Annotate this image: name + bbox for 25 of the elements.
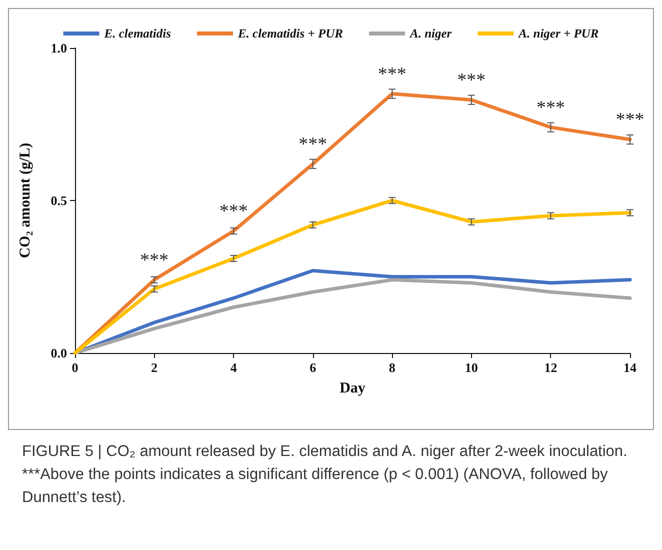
- x-tick-label: 6: [310, 360, 317, 375]
- x-tick-label: 2: [151, 360, 158, 375]
- annotation: ***: [140, 250, 169, 271]
- legend-label: E. clematidis: [103, 26, 172, 40]
- legend-label: E. clematidis + PUR: [236, 26, 343, 40]
- annotation: ***: [457, 70, 486, 91]
- x-tick-label: 10: [464, 360, 478, 375]
- legend-label: A. niger: [408, 26, 452, 40]
- legend-label: A. niger + PUR: [518, 26, 599, 40]
- x-tick-label: 0: [72, 360, 78, 375]
- x-tick-label: 4: [230, 360, 238, 375]
- x-axis-title: Day: [340, 380, 366, 396]
- y-axis-title: CO₂ amount (g/L): [18, 142, 34, 258]
- annotation: ***: [219, 201, 248, 222]
- annotation: ***: [616, 110, 644, 130]
- x-tick-label: 12: [544, 360, 558, 375]
- annotation: ***: [378, 64, 406, 85]
- y-tick-label: 1.0: [50, 40, 67, 56]
- x-tick-label: 8: [388, 360, 396, 375]
- caption: FIGURE 5 | CO₂ amount released by E. clematidis and A. niger after 2-week inoculation. ***Above the points indicates a significant difference (p < 0.001) (ANOVA, followed by Dunnett’s test).: [22, 442, 628, 508]
- annotation: ***: [536, 97, 565, 118]
- y-tick-label: 0.5: [50, 193, 68, 208]
- annotation: ***: [298, 134, 328, 155]
- y-tick-label: 0.0: [50, 346, 67, 360]
- x-tick-label: 14: [624, 360, 637, 375]
